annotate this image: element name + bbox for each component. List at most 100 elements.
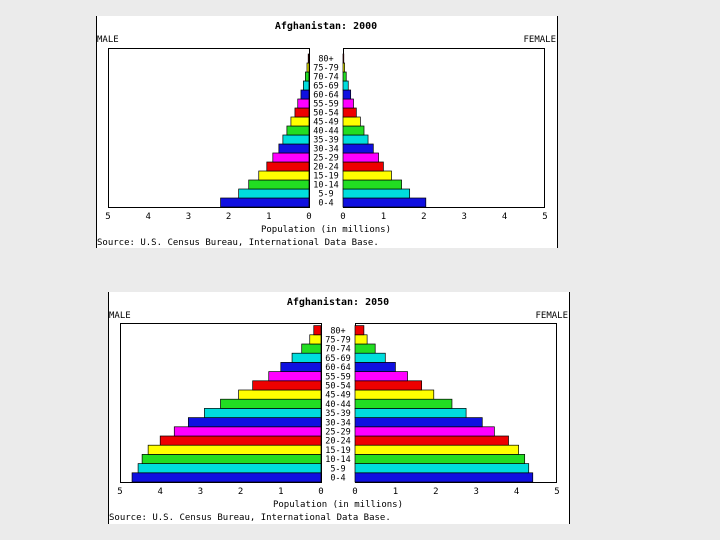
chart-2050-tick-label: 4 xyxy=(157,487,162,497)
chart-2050-age-label: 0-4 xyxy=(330,474,345,484)
chart-2050-tick-label: 3 xyxy=(473,487,478,497)
chart-2050-age-label: 65-69 xyxy=(325,354,351,364)
chart-2000-age-label: 65-69 xyxy=(313,82,339,92)
chart-2050-male-bar xyxy=(220,398,322,409)
chart-2000-age-label: 10-14 xyxy=(313,181,339,191)
chart-2000-age-label: 45-49 xyxy=(313,118,339,128)
chart-2000-male-bar xyxy=(303,80,310,91)
chart-2000-plot-left-frame xyxy=(108,48,310,208)
chart-2050-male-bar xyxy=(252,380,322,391)
chart-2050-age-label: 55-59 xyxy=(325,372,351,382)
chart-2050-female-bar xyxy=(354,343,376,354)
chart-2050-male-bar xyxy=(313,325,322,336)
chart-2050-female-bar xyxy=(354,352,386,363)
chart-2000-female-label: FEMALE xyxy=(523,35,556,45)
chart-2000-female-bar xyxy=(342,71,347,82)
chart-2050-female-label: FEMALE xyxy=(535,311,568,321)
chart-2000-male-bar xyxy=(272,152,310,163)
chart-2000-tick-label: 2 xyxy=(226,212,231,222)
chart-2000-tick-label: 1 xyxy=(266,212,271,222)
chart-2000-tick-label: 3 xyxy=(186,212,191,222)
chart-2000-female-bar xyxy=(342,89,352,100)
chart-2000-female-bar xyxy=(342,179,402,190)
chart-2000-tick-label: 0 xyxy=(340,212,345,222)
chart-2000-female-bar xyxy=(342,152,379,163)
chart-2000-female-bar xyxy=(342,116,361,127)
chart-2000-age-label: 20-24 xyxy=(313,163,339,173)
chart-2000-age-label: 80+ xyxy=(318,55,333,65)
chart-2000-age-label: 70-74 xyxy=(313,73,339,83)
chart-2000-panel xyxy=(96,16,558,248)
chart-2050-male-bar xyxy=(187,417,322,428)
chart-2000-age-label: 55-59 xyxy=(313,100,339,110)
chart-2050-male-bar xyxy=(309,334,322,345)
chart-2000-age-label: 15-19 xyxy=(313,172,339,182)
chart-2050-tick-label: 2 xyxy=(433,487,438,497)
chart-2050-age-label: 20-24 xyxy=(325,437,351,447)
chart-2000-title: Afghanistan: 2000 xyxy=(275,20,377,32)
chart-2000-male-bar xyxy=(305,71,310,82)
chart-2000-age-label: 30-34 xyxy=(313,145,339,155)
chart-2050-tick-label: 0 xyxy=(318,487,323,497)
chart-2000-age-label: 60-64 xyxy=(313,91,339,101)
chart-2050-age-label: 75-79 xyxy=(325,336,351,346)
chart-2050-female-bar xyxy=(354,325,365,336)
chart-2000-female-bar xyxy=(342,143,374,154)
chart-2050-age-label: 25-29 xyxy=(325,428,351,438)
chart-2000-axis-label: Population (in millions) xyxy=(261,225,391,235)
chart-2000-female-bar xyxy=(342,98,354,109)
chart-2050-male-bar xyxy=(137,463,322,474)
chart-2000-female-bar xyxy=(342,134,369,145)
chart-2050-age-label: 15-19 xyxy=(325,446,351,456)
chart-2000-male-bar xyxy=(290,116,310,127)
chart-2000-female-bar xyxy=(342,125,365,136)
chart-2050-female-bar xyxy=(354,472,534,483)
chart-2050-male-label: MALE xyxy=(109,311,131,321)
chart-2000-female-bar xyxy=(342,170,392,181)
chart-2000-male-bar xyxy=(266,161,310,172)
chart-2050-female-bar xyxy=(354,417,483,428)
chart-2000-tick-label: 4 xyxy=(145,212,150,222)
chart-2050-female-bar xyxy=(354,435,509,446)
chart-2000-age-label: 0-4 xyxy=(318,199,333,209)
chart-2050-female-bar xyxy=(354,380,423,391)
chart-2000-male-bar xyxy=(238,188,310,199)
chart-2000-tick-label: 4 xyxy=(502,212,507,222)
chart-2050-female-bar xyxy=(354,444,519,455)
chart-2000-male-bar xyxy=(220,197,310,208)
chart-2000-male-bar xyxy=(297,98,310,109)
chart-2050-male-bar xyxy=(147,444,322,455)
chart-2050-plot-left-frame xyxy=(120,323,322,483)
chart-2000-tick-label: 3 xyxy=(461,212,466,222)
chart-2050-age-label: 30-34 xyxy=(325,418,351,428)
chart-2050-title: Afghanistan: 2050 xyxy=(287,296,389,308)
chart-2050-tick-label: 1 xyxy=(278,487,283,497)
chart-2000-male-bar xyxy=(294,107,310,118)
chart-2050-female-bar xyxy=(354,398,453,409)
chart-2000-tick-label: 2 xyxy=(421,212,426,222)
chart-2050-male-bar xyxy=(141,454,322,464)
chart-2050-tick-label: 5 xyxy=(554,487,559,497)
chart-2000-tick-label: 5 xyxy=(542,212,547,222)
chart-2050-male-bar xyxy=(131,472,322,483)
chart-2000-male-bar xyxy=(248,179,310,190)
chart-2050-male-bar xyxy=(291,352,322,363)
chart-2050-male-bar xyxy=(173,426,322,437)
chart-2050-age-label: 60-64 xyxy=(325,363,351,373)
chart-2000-male-bar xyxy=(258,170,310,181)
chart-2050-panel xyxy=(108,292,570,524)
chart-2050-axis-label: Population (in millions) xyxy=(273,500,403,510)
chart-2000-female-bar xyxy=(342,80,349,91)
chart-2050-male-bar xyxy=(301,343,322,354)
chart-2050-age-label: 80+ xyxy=(330,326,345,336)
chart-2050-female-bar xyxy=(354,454,526,464)
chart-2050-age-label: 45-49 xyxy=(325,391,351,401)
chart-2050-male-bar xyxy=(268,371,322,382)
chart-2050-female-bar xyxy=(354,334,368,345)
chart-2050-age-label: 70-74 xyxy=(325,345,351,355)
chart-2050-male-bar xyxy=(238,389,322,400)
chart-2050-tick-label: 2 xyxy=(238,487,243,497)
chart-2050-female-bar xyxy=(354,362,396,372)
chart-2000-age-label: 35-39 xyxy=(313,136,339,146)
